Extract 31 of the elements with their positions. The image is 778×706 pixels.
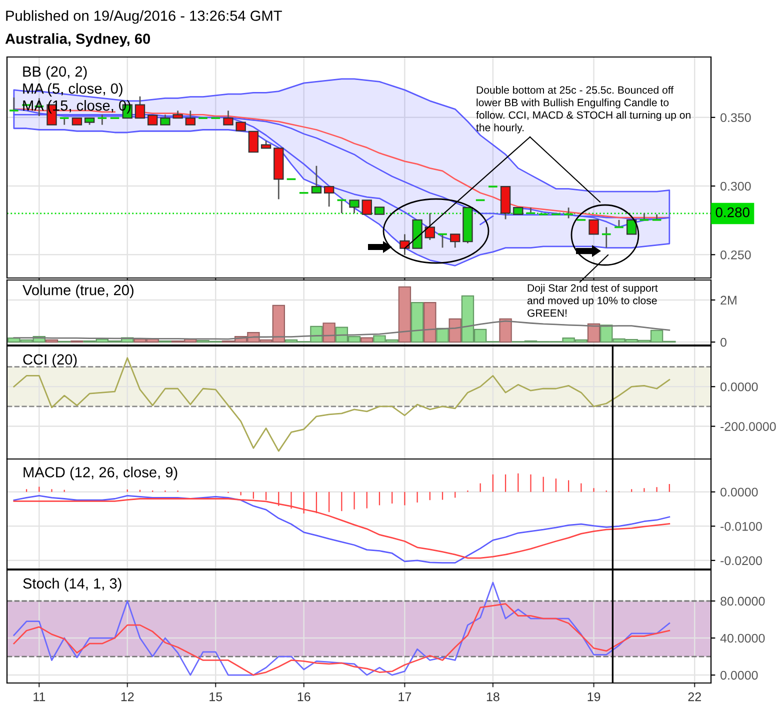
y-tick-label: 0.300 <box>720 182 751 191</box>
chart-title: Volume (true, 20) <box>22 284 134 298</box>
chart-subtitle: Published on 19/Aug/2016 - 13:26:54 GMT <box>6 10 282 24</box>
y-tick-label: 40.0000 <box>720 634 765 643</box>
x-tick-label: 12 <box>121 692 134 702</box>
y-tick-label: 2M <box>720 296 736 305</box>
ref-line-label: 0.280 <box>716 207 750 218</box>
y-tick-label: 80.0000 <box>720 596 765 606</box>
y-tick-label: -0.0100 <box>720 522 762 531</box>
y-tick-label: 0.250 <box>720 250 751 260</box>
x-tick-label: 17 <box>398 692 412 702</box>
x-tick-label: 19 <box>588 692 600 702</box>
x-tick-label: 16 <box>298 692 310 702</box>
x-tick-label: 11 <box>34 692 46 702</box>
y-tick-label: 0.0000 <box>720 382 758 392</box>
y-tick-label: 0.0000 <box>720 488 758 497</box>
y-tick-label: 0.350 <box>720 113 751 122</box>
y-tick-label: -200.0000 <box>720 422 776 431</box>
x-tick-label: 22 <box>688 692 701 702</box>
x-tick-label: 15 <box>210 692 222 702</box>
x-tick-label: 18 <box>486 692 500 702</box>
chart-title: MACD (12, 26, close, 9) <box>24 466 178 480</box>
annotation: BB (20, 2) <box>23 66 87 80</box>
text: CCI (20) <box>23 354 77 368</box>
annotation: Double bottom at 25c - 25.5c. Bounced off lower BB with Bullish Engulfing Candle to follow. CCI, MACD & STOCH all turning up on the hourly. <box>476 86 690 134</box>
y-tick-label: 0.0000 <box>720 670 758 680</box>
chart-title: Australia, Sydney, 60 <box>5 33 150 47</box>
y-tick-label: 0 <box>720 338 726 347</box>
annotation: Doji Star 2nd test of support and moved up 10% to close GREEN! <box>527 284 658 317</box>
y-tick-label: -0.0200 <box>720 556 762 566</box>
text: Stoch (14, 1, 3) <box>23 578 122 592</box>
